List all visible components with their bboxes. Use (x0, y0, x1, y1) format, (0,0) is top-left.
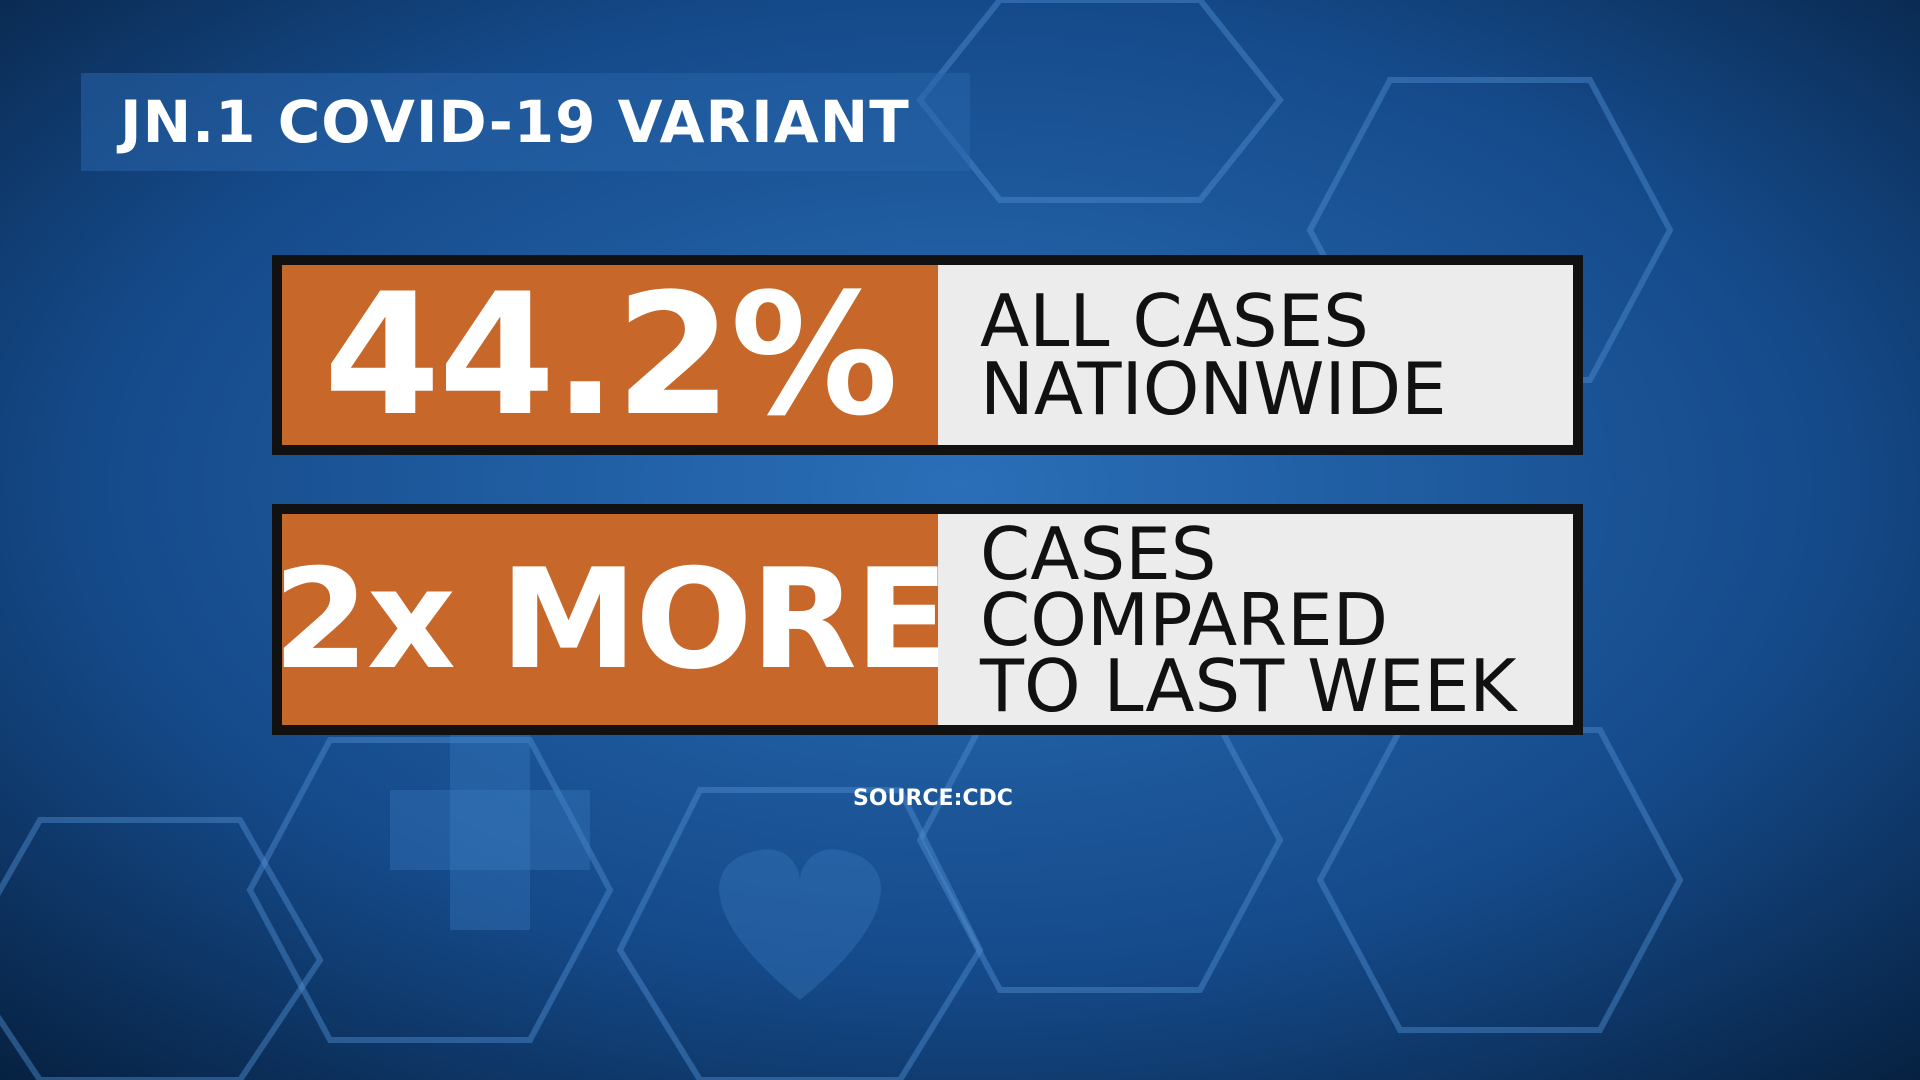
description-line: NATIONWIDE (980, 347, 1447, 431)
source: SOURCE:CDC (853, 786, 1013, 811)
stat-value: 2x MORE (273, 514, 949, 725)
description-line: CASES (980, 511, 1217, 596)
title: JN.1 COVID-19 VARIANT (120, 88, 910, 156)
stat-description: CASES COMPARED TO LAST WEEK (938, 514, 1573, 725)
stat-description: ALL CASES NATIONWIDE (938, 265, 1573, 445)
description-line: TO LAST WEEK (980, 643, 1517, 728)
description-line: COMPARED (980, 577, 1389, 662)
title-box (81, 73, 970, 171)
stat-row: 2x MORE CASES COMPARED TO LAST WEEK (272, 504, 1583, 735)
description-line: ALL CASES (980, 279, 1369, 363)
stat-row: 44.2% ALL CASES NATIONWIDE (272, 255, 1583, 455)
stat-value: 44.2% (282, 257, 938, 453)
